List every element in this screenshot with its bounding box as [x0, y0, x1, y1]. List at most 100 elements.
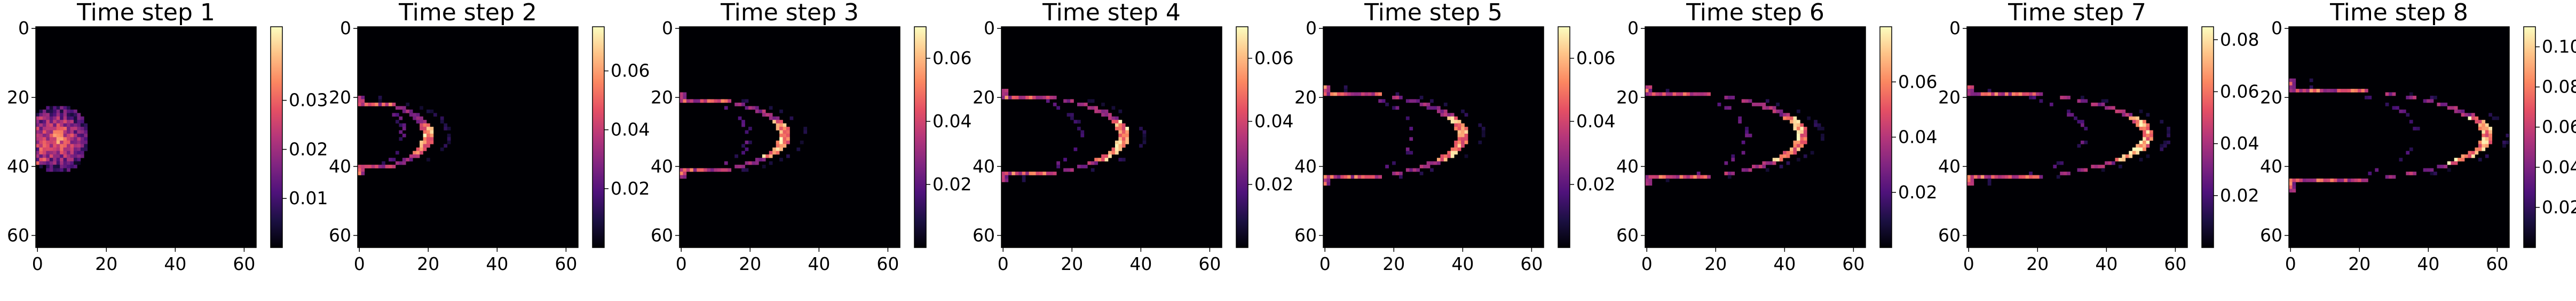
- heatmap-cell: [2482, 120, 2486, 124]
- heatmap-cell: [1395, 106, 1400, 110]
- heatmap-cell: [2118, 109, 2122, 113]
- heatmap-cell: [683, 99, 687, 103]
- heatmap-cell: [1800, 134, 1804, 137]
- heatmap-cell: [2129, 151, 2133, 155]
- heatmap-cell: [1374, 175, 1379, 179]
- heatmap-cell: [683, 168, 687, 172]
- heatmap-cell: [73, 116, 77, 120]
- heatmap-cell: [1046, 172, 1050, 175]
- heatmap-cell: [378, 165, 382, 168]
- heatmap-cell: [1118, 130, 1123, 134]
- heatmap-cell: [1790, 147, 1793, 151]
- heatmap-cell: [1087, 106, 1092, 110]
- heatmap-cell: [2495, 116, 2499, 120]
- heatmap-cell: [2143, 140, 2146, 144]
- heatmap-cell: [67, 134, 70, 137]
- heatmap-cell: [402, 134, 406, 137]
- heatmap-cell: [1793, 116, 1797, 120]
- heatmap-cell: [39, 147, 43, 151]
- heatmap-cell: [423, 123, 427, 127]
- heatmap-cell: [423, 127, 427, 130]
- heatmap-cell: [1461, 109, 1465, 113]
- x-tick-label: 40: [486, 253, 508, 274]
- heatmap-cell: [1793, 144, 1797, 148]
- heatmap-background: [2289, 27, 2509, 248]
- heatmap-cell: [1056, 106, 1060, 110]
- heatmap-cell: [39, 158, 43, 161]
- heatmap-cell: [1104, 109, 1109, 113]
- heatmap-cell: [1980, 92, 1985, 96]
- heatmap-cell: [63, 147, 67, 151]
- heatmap-cell: [1008, 96, 1012, 99]
- heatmap-cell: [724, 106, 728, 110]
- heatmap-cell: [704, 168, 707, 172]
- heatmap-cell: [734, 154, 738, 158]
- heatmap-cell: [73, 158, 77, 161]
- heatmap-cell: [1005, 178, 1009, 182]
- heatmap-cell: [1115, 151, 1119, 155]
- heatmap-cell: [1063, 168, 1067, 172]
- heatmap-cell: [2160, 144, 2164, 148]
- heatmap-cell: [1104, 113, 1109, 117]
- heatmap-cell: [1039, 172, 1043, 175]
- heatmap-cell: [1070, 168, 1074, 172]
- heatmap-cell: [1053, 96, 1057, 99]
- heatmap-cell: [430, 130, 434, 134]
- heatmap-cell: [2488, 134, 2493, 137]
- heatmap-cell: [2039, 99, 2043, 103]
- heatmap-cell: [1337, 92, 1341, 96]
- heatmap-cells-1: [36, 27, 256, 248]
- heatmap-cell: [1450, 120, 1455, 124]
- heatmap-cell: [36, 158, 39, 161]
- y-tick-label: 60: [973, 225, 995, 245]
- heatmap-cell: [2406, 151, 2410, 155]
- heatmap-cell: [60, 109, 64, 113]
- panel-title-3: Time step 3: [720, 0, 859, 26]
- heatmap-cell: [42, 109, 46, 113]
- heatmap-cell: [679, 92, 683, 96]
- heatmap-cell: [399, 116, 403, 120]
- heatmap-cell: [63, 134, 67, 137]
- heatmap-cell: [1745, 99, 1749, 103]
- heatmap-cell: [1800, 127, 1804, 130]
- heatmap-cell: [741, 144, 745, 148]
- heatmap-cell: [1450, 151, 1455, 155]
- heatmap-cell: [2132, 116, 2136, 120]
- heatmap-cell: [1793, 123, 1797, 127]
- heatmap-cell: [1108, 116, 1112, 120]
- heatmap-cell: [1693, 175, 1697, 179]
- heatmap-cell: [42, 147, 46, 151]
- heatmap-cell: [2167, 127, 2171, 130]
- heatmap-cell: [1409, 137, 1413, 141]
- heatmap-cell: [2289, 78, 2293, 82]
- heatmap-cell: [420, 116, 423, 120]
- heatmap-cell: [1012, 96, 1016, 99]
- heatmap-cell: [2029, 92, 2033, 96]
- heatmap-cell: [1696, 172, 1701, 175]
- heatmap-cell: [1645, 182, 1649, 186]
- heatmap-cell: [2458, 109, 2461, 113]
- heatmap-cell: [745, 168, 749, 172]
- heatmap-cell: [84, 137, 88, 141]
- heatmap-cell: [67, 130, 70, 134]
- heatmap-cell: [776, 144, 780, 148]
- heatmap-cell: [1323, 178, 1327, 182]
- heatmap-cell: [1005, 96, 1009, 99]
- heatmap-cell: [2080, 120, 2084, 124]
- heatmap-cell: [1371, 175, 1376, 179]
- heatmap-cell: [2299, 89, 2303, 92]
- heatmap-cell: [60, 113, 64, 117]
- heatmap-cell: [420, 120, 423, 124]
- heatmap-cell: [1115, 120, 1119, 124]
- heatmap-cell: [49, 147, 53, 151]
- heatmap-cell: [70, 140, 74, 144]
- heatmap-cell: [1326, 85, 1331, 89]
- heatmap-cell: [2444, 102, 2448, 106]
- heatmap-cell: [2139, 123, 2143, 127]
- heatmap-cell: [738, 116, 742, 120]
- heatmap-cell: [1344, 175, 1348, 179]
- heatmap-cell: [73, 165, 77, 168]
- heatmap-cell: [2502, 140, 2506, 144]
- heatmap-cell: [84, 130, 88, 134]
- heatmap-cell: [1323, 85, 1327, 89]
